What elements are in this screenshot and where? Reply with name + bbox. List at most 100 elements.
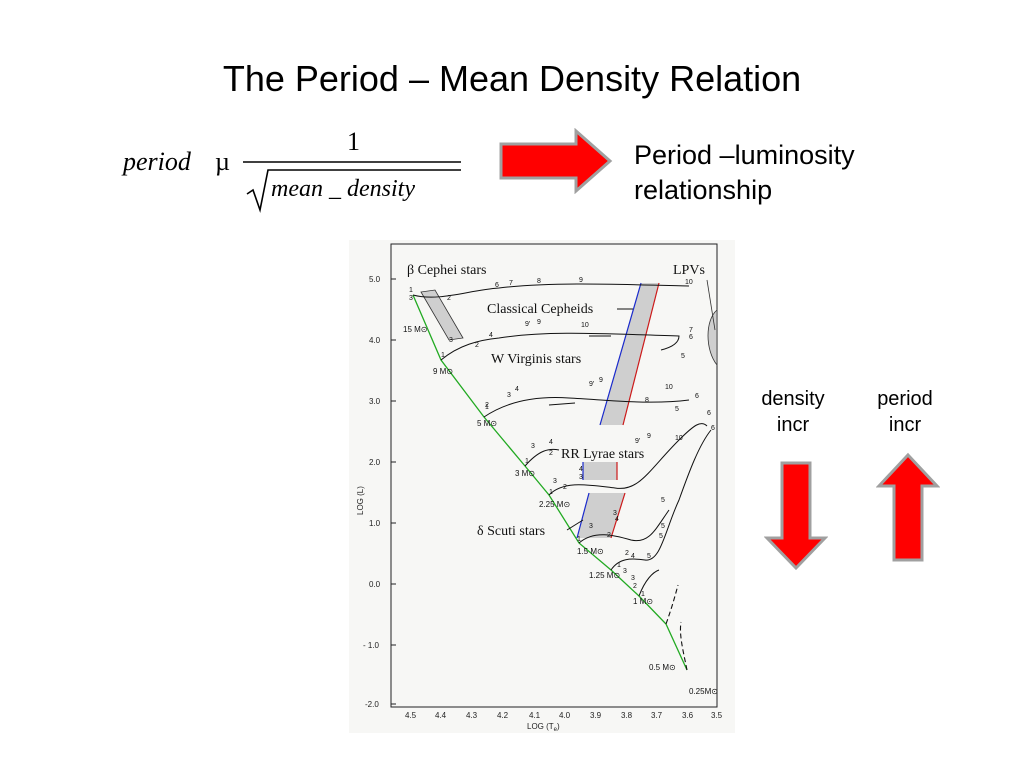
pl-line-2: relationship xyxy=(634,175,773,205)
x-tick: 4.5 xyxy=(405,711,417,720)
down-arrow-icon xyxy=(763,460,829,577)
svg-text:3: 3 xyxy=(579,474,583,481)
y-tick: - 1.0 xyxy=(363,641,380,650)
x-tick: 4.2 xyxy=(497,711,509,720)
x-axis-label-end: ) xyxy=(557,722,560,731)
formula-numerator: 1 xyxy=(347,127,360,156)
y-tick: 4.0 xyxy=(369,336,381,345)
mass-label: 5 M⊙ xyxy=(477,419,497,428)
svg-text:3: 3 xyxy=(449,337,453,344)
svg-text:3: 3 xyxy=(553,478,557,485)
svg-text:4: 4 xyxy=(615,516,619,523)
x-tick: 3.5 xyxy=(711,711,723,720)
scuti-blue-edge xyxy=(576,492,590,539)
pl-line-1: Period –luminosity xyxy=(634,140,855,170)
svg-text:3: 3 xyxy=(589,523,593,530)
low-mass-dashed-track xyxy=(665,584,688,671)
y-tick: 0.0 xyxy=(369,580,381,589)
period-label-line1: period xyxy=(877,388,933,410)
mass-label: 9 M⊙ xyxy=(433,367,453,376)
svg-text:5: 5 xyxy=(659,533,663,540)
svg-text:2: 2 xyxy=(549,450,553,457)
svg-text:5: 5 xyxy=(661,497,665,504)
svg-text:2: 2 xyxy=(607,532,611,539)
svg-text:4: 4 xyxy=(631,553,635,560)
lpv-region xyxy=(707,309,718,367)
delta-scuti-strip xyxy=(577,493,625,538)
svg-text:2: 2 xyxy=(475,342,479,349)
mass-label: 3 M⊙ xyxy=(515,469,535,478)
svg-text:7: 7 xyxy=(689,327,693,334)
mass-label: 0.5 M⊙ xyxy=(649,663,676,672)
svg-text:6: 6 xyxy=(689,334,693,341)
svg-text:10: 10 xyxy=(665,384,673,391)
svg-text:9': 9' xyxy=(589,381,594,388)
svg-text:1: 1 xyxy=(641,591,645,598)
delta-scuti-label: δ Scuti stars xyxy=(477,524,545,539)
main-sequence-line xyxy=(412,294,688,671)
svg-text:1: 1 xyxy=(441,352,445,359)
x-axis-label-main: LOG (T xyxy=(527,722,554,731)
period-luminosity-text: Period –luminosity relationship xyxy=(634,138,855,208)
x-tick: 4.0 xyxy=(559,711,571,720)
scuti-red-edge xyxy=(610,492,626,539)
mass-label: 0.25M⊙ xyxy=(689,687,718,696)
svg-text:6: 6 xyxy=(495,282,499,289)
svg-text:1: 1 xyxy=(485,404,489,411)
w-virginis-label: W Virginis stars xyxy=(491,352,581,367)
svg-text:8: 8 xyxy=(645,397,649,404)
mass-label: 1.5 M⊙ xyxy=(577,547,604,556)
cepheid-strip xyxy=(600,283,659,425)
svg-text:10: 10 xyxy=(685,279,693,286)
svg-text:8: 8 xyxy=(537,278,541,285)
x-axis-label-sub: e xyxy=(554,727,558,733)
svg-text:3: 3 xyxy=(507,392,511,399)
density-label-line2: incr xyxy=(776,414,810,436)
slide-title: The Period – Mean Density Relation xyxy=(222,58,802,99)
svg-text:2: 2 xyxy=(563,484,567,491)
lpvs-label: LPVs xyxy=(673,263,705,278)
svg-text:10: 10 xyxy=(675,435,683,442)
svg-text:10: 10 xyxy=(581,322,589,329)
svg-text:4: 4 xyxy=(489,332,493,339)
svg-text:9: 9 xyxy=(579,277,583,284)
svg-text:9: 9 xyxy=(599,377,603,384)
classical-cepheids-label: Classical Cepheids xyxy=(487,302,593,317)
formula-denominator: mean _ density xyxy=(271,176,415,202)
mass-label: 2.25 M⊙ xyxy=(539,500,570,509)
period-incr-label: period incr xyxy=(860,386,950,438)
beta-cephei-strip xyxy=(420,289,464,341)
svg-text:4: 4 xyxy=(579,466,583,473)
x-tick: 3.9 xyxy=(590,711,602,720)
svg-text:3: 3 xyxy=(613,510,617,517)
svg-text:9: 9 xyxy=(647,433,651,440)
density-label-line1: density xyxy=(761,388,825,410)
mass-label: 1 M⊙ xyxy=(633,597,653,606)
y-axis-label: LOG (L) xyxy=(356,486,365,515)
svg-text:1: 1 xyxy=(409,287,413,294)
svg-text:1: 1 xyxy=(525,458,529,465)
svg-text:9: 9 xyxy=(537,319,541,326)
y-tick: 5.0 xyxy=(369,275,381,284)
svg-text:2: 2 xyxy=(625,550,629,557)
svg-text:5: 5 xyxy=(681,353,685,360)
svg-text:1: 1 xyxy=(549,489,553,496)
strip-blue-edge xyxy=(599,282,642,426)
svg-text:3: 3 xyxy=(631,575,635,582)
svg-text:3: 3 xyxy=(409,295,413,302)
lpv-pointer xyxy=(706,279,716,331)
svg-text:5: 5 xyxy=(661,523,665,530)
svg-text:6: 6 xyxy=(695,393,699,400)
svg-text:7: 7 xyxy=(509,280,513,287)
x-tick: 4.3 xyxy=(466,711,478,720)
sqrt-symbol xyxy=(246,169,461,214)
rr-lyrae-strip xyxy=(583,462,617,480)
svg-text:5: 5 xyxy=(675,406,679,413)
svg-text:2: 2 xyxy=(447,295,451,302)
svg-text:6: 6 xyxy=(711,425,715,432)
y-tick: 3.0 xyxy=(369,397,381,406)
y-tick: -2.0 xyxy=(365,700,379,709)
period-density-formula: period µ 1 mean _ density xyxy=(115,118,475,218)
x-tick: 3.7 xyxy=(651,711,663,720)
density-incr-label: density incr xyxy=(746,386,840,438)
